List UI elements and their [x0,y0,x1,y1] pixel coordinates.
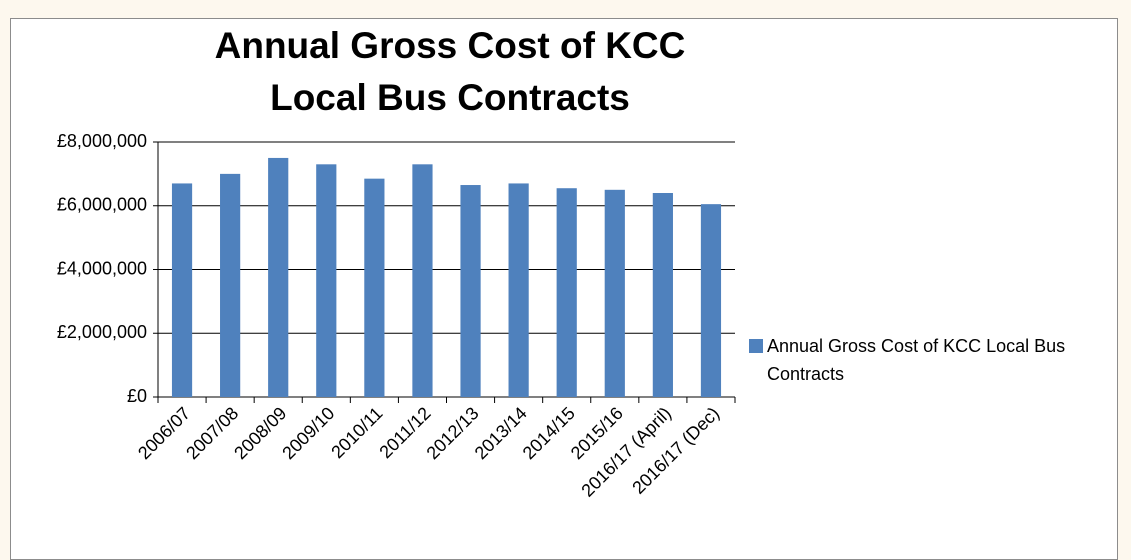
legend-swatch [749,339,763,353]
bar [652,193,673,397]
bar [268,157,289,397]
x-tick-label: 2008/09 [230,403,290,463]
x-tick-label: 2007/08 [182,403,242,463]
bar [412,164,433,397]
bar [171,183,193,397]
x-tick-label: 2013/14 [471,403,531,463]
x-tick-label: 2006/07 [134,403,194,463]
bar [460,185,481,397]
bar [604,189,625,397]
legend: Annual Gross Cost of KCC Local Bus Contr… [749,332,1119,388]
x-tick-label: 2010/11 [327,403,386,462]
x-tick-label: 2016/17 (Dec) [628,403,723,498]
y-tick-label: £4,000,000 [57,258,147,278]
legend-label: Annual Gross Cost of KCC Local Bus Contr… [767,336,1066,384]
bar [364,178,385,397]
y-tick-label: £2,000,000 [57,322,147,342]
bar [556,188,577,397]
x-tick-label: 2009/10 [278,403,338,463]
x-tick-label: 2014/15 [519,403,579,463]
chart-title: Annual Gross Cost of KCC Local Bus Contr… [214,25,686,118]
bar [508,183,529,397]
y-tick-label: £0 [127,386,147,406]
bar [316,164,337,397]
x-tick-label: 2012/13 [423,403,483,463]
bar [700,204,722,397]
bar [220,173,241,397]
y-tick-label: £6,000,000 [57,195,147,215]
y-tick-label: £8,000,000 [57,131,147,151]
